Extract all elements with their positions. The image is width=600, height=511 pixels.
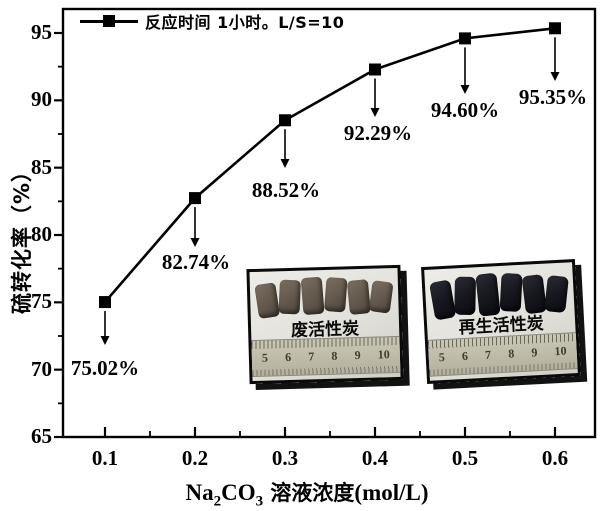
annotation-arrowhead-icon [370, 108, 380, 117]
ruler-number: 8 [331, 348, 338, 363]
ruler-number: 5 [438, 350, 446, 365]
x-tick-label: 0.3 [271, 446, 299, 470]
axis-frame [61, 7, 597, 439]
legend: 反应时间 1小时。L/S=10 [80, 8, 344, 34]
x-axis-formula: Na [185, 480, 214, 505]
ruler-number: 9 [531, 345, 538, 360]
ruler-number: 5 [261, 350, 269, 365]
data-point-marker [99, 296, 111, 309]
carbon-pellet [346, 279, 371, 315]
photo-regenerated-activated-carbon: 再生活性炭 5 6 7 8 9 10 [421, 259, 581, 384]
data-point-annotation: 94.60% [430, 98, 500, 122]
y-tick-label: 85 [31, 154, 52, 179]
carbon-pellet [300, 276, 325, 316]
ruler-number: 10 [377, 347, 390, 362]
data-point-marker [279, 114, 291, 127]
data-line [104, 26, 556, 303]
x-axis-formula: CO [221, 480, 256, 505]
ruler-number: 10 [554, 343, 567, 359]
photo-waste-activated-carbon: 废活性炭 5 6 7 8 9 10 [246, 264, 404, 385]
annotation-arrowhead-icon [280, 159, 290, 168]
data-point-annotation: 92.29% [343, 121, 413, 145]
ruler-number: 6 [461, 348, 469, 364]
data-point-marker [189, 192, 201, 205]
x-tick-label: 0.1 [91, 446, 119, 470]
carbon-pellet [475, 272, 501, 317]
data-point-annotation: 82.74% [161, 250, 231, 274]
x-axis-unit: (mol/L) [354, 480, 429, 505]
x-axis-formula-sub: 2 [213, 493, 222, 510]
annotation-arrowhead-icon [190, 238, 200, 247]
x-tick-label: 0.6 [541, 446, 569, 470]
ruler-number: 7 [308, 349, 315, 364]
ruler: 5 6 7 8 9 10 [427, 332, 578, 377]
carbon-pellet [324, 276, 348, 313]
ruler-number: 8 [507, 346, 515, 361]
carbon-pellet [368, 280, 394, 314]
legend-line-marker-symbol [80, 14, 138, 28]
data-point-annotation: 88.52% [251, 178, 321, 202]
y-tick-label: 95 [31, 19, 52, 44]
data-point-annotation: 95.35% [518, 85, 588, 109]
legend-label: 反应时间 1小时。L/S=10 [145, 13, 345, 32]
x-axis-formula-sub: 3 [255, 493, 264, 510]
x-tick-label: 0.5 [451, 446, 479, 470]
y-tick-label: 80 [31, 221, 52, 246]
data-point-annotation: 75.02% [70, 356, 140, 380]
data-point-marker [459, 32, 471, 45]
annotation-arrowhead-icon [460, 85, 470, 94]
annotation-arrowhead-icon [100, 336, 110, 345]
y-tick-label: 90 [31, 87, 52, 112]
ruler-numbers: 5 6 7 8 9 10 [262, 347, 390, 366]
carbon-pellet [454, 276, 476, 316]
y-tick-label: 70 [31, 356, 52, 381]
data-point-marker [369, 63, 381, 76]
x-axis-title: Na2CO3 溶液浓度(mol/L) [107, 477, 507, 510]
y-tick-label: 65 [31, 424, 52, 448]
annotation-arrowhead-icon [550, 72, 560, 81]
ruler-numbers: 5 6 7 8 9 10 [438, 344, 567, 366]
x-tick-label: 0.4 [361, 446, 389, 470]
ruler-number: 6 [284, 349, 292, 365]
x-tick-label: 0.2 [181, 446, 209, 470]
legend-square-marker-icon [103, 15, 115, 27]
ruler-number: 9 [354, 348, 361, 363]
ruler: 5 6 7 8 9 10 [251, 335, 401, 378]
x-axis-title-cjk: 溶液浓度 [263, 481, 355, 505]
carbon-pellet [499, 272, 523, 312]
ruler-number: 7 [484, 347, 492, 362]
y-tick-label: 75 [31, 289, 52, 314]
data-point-marker [549, 22, 561, 35]
carbon-pellet [278, 279, 301, 315]
carbon-pellet [254, 282, 281, 319]
